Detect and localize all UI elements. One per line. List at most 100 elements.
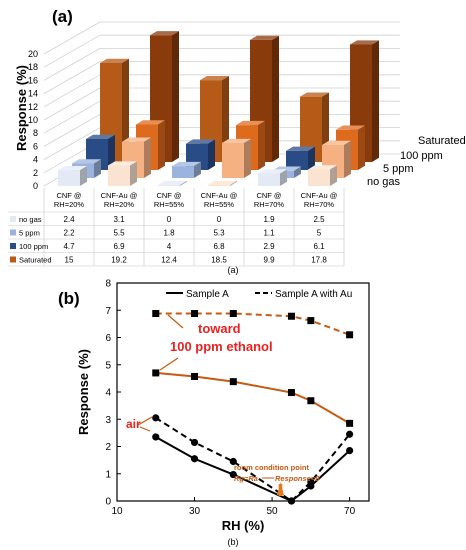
bar-top	[222, 138, 251, 144]
bar-top	[108, 161, 137, 166]
series-line	[155, 436, 351, 503]
panel-a-caption: (a)	[228, 265, 239, 275]
table-cell: 6.9	[113, 242, 125, 251]
y-tick-label: 2	[33, 168, 38, 178]
table-cell: 2.5	[313, 215, 325, 224]
bar-3d	[108, 161, 137, 186]
x-tick-label: 10	[111, 506, 123, 517]
y-tick-label: 3	[105, 415, 111, 426]
bar-3d	[86, 134, 115, 170]
bar-side	[208, 139, 215, 170]
table-cell: 5.3	[213, 229, 225, 238]
panel-a: (a) 0 2 4 6 8 10 12 14 16 18 20 Response (%) Satur…	[8, 7, 466, 275]
gridline-side	[43, 127, 101, 160]
bar-side	[372, 40, 379, 162]
bar-top	[186, 139, 215, 144]
table-cell: 2.4	[63, 215, 75, 224]
x-tick-label: 50	[267, 506, 279, 517]
table-cell: 19.2	[111, 256, 127, 265]
series-point	[190, 438, 199, 447]
series-point	[152, 414, 160, 422]
table-row-label: 100 ppm	[19, 242, 48, 251]
panel-b-caption: (b)	[228, 537, 239, 547]
row-label-no-gas: no gas	[367, 176, 401, 188]
table-cell: 1.1	[263, 229, 275, 238]
bar-side	[180, 180, 187, 186]
table-header: CNF-Au @	[201, 191, 238, 200]
table-legend-swatch	[10, 243, 16, 249]
bar-side	[172, 31, 179, 162]
table-header: CNF @	[56, 191, 81, 200]
bar-front	[286, 150, 308, 170]
bar-top	[86, 134, 115, 139]
bar-side	[108, 134, 115, 170]
bar-3d	[58, 165, 87, 186]
x-tick-label: 30	[189, 506, 201, 517]
y-tick-label: 18	[28, 62, 38, 72]
bar-front	[258, 173, 280, 186]
annotation-toward: toward	[198, 321, 241, 336]
y-tick-label: 0	[33, 181, 38, 191]
table-header: RH=70%	[254, 200, 285, 209]
y-tick-label: 16	[28, 75, 38, 85]
panel-a-y-axis-label: Response (%)	[14, 65, 29, 151]
table-cell: 4.7	[63, 242, 75, 251]
arrow-air	[137, 416, 153, 426]
series-point	[190, 455, 199, 463]
bar-3d	[258, 169, 287, 186]
series-point	[152, 433, 160, 441]
bar-top	[236, 120, 265, 126]
table-header: RH=20%	[54, 200, 85, 209]
bar-front	[158, 185, 180, 186]
bar-top	[322, 140, 351, 145]
panel-a-data-table: CNF @RH=20%CNF-Au @RH=20%CNF @RH=55%CNF-…	[8, 188, 345, 267]
table-legend-swatch	[10, 229, 16, 236]
series-point	[346, 331, 354, 339]
bar-top	[200, 75, 229, 81]
row-label-saturated: Saturated	[418, 135, 466, 147]
series-point	[287, 497, 296, 505]
series-point	[229, 457, 237, 466]
series-point	[229, 378, 237, 386]
series-point	[307, 317, 315, 325]
gridline-side	[43, 34, 101, 68]
table-cell: 12.4	[161, 256, 177, 265]
bar-top	[72, 159, 101, 164]
panel-a-row-labels: Saturated 100 ppm 5 ppm no gas	[367, 135, 466, 188]
series-line	[155, 312, 350, 336]
panel-b-y-axis-label: Response (%)	[76, 349, 91, 435]
table-cell: 3.1	[113, 215, 125, 224]
table-header: CNF-Au @	[301, 191, 338, 200]
series-point	[191, 372, 199, 380]
annotation-100ppm-ethanol: 100 ppm ethanol	[170, 339, 273, 354]
panel-b-x-axis-label: RH (%)	[222, 518, 265, 533]
y-tick-label: 8	[105, 279, 111, 290]
arrow-room-point-shaft	[278, 484, 283, 496]
bar-side	[158, 120, 165, 170]
table-header: CNF @	[156, 191, 181, 200]
bar-side	[130, 161, 137, 186]
panel-a-bars	[58, 31, 379, 186]
y-tick-label: 10	[28, 115, 38, 125]
y-tick-label: 5	[105, 360, 111, 371]
bar-front	[172, 166, 194, 178]
arrow-air-lower	[139, 426, 151, 432]
bar-side	[272, 35, 279, 163]
annotation-air: air	[126, 417, 141, 431]
y-tick-label: 6	[33, 141, 38, 151]
series-point	[287, 312, 295, 320]
panel-a-y-ticks: 0 2 4 6 8 10 12 14 16 18 20	[28, 49, 38, 191]
bar-3d	[308, 165, 337, 186]
table-header: RH=55%	[204, 200, 235, 209]
bar-side	[330, 165, 337, 186]
legend-label-sample-a: Sample A	[186, 289, 229, 300]
panel-b-series	[152, 310, 354, 505]
bar-side	[80, 165, 87, 186]
table-header: RH=55%	[154, 200, 185, 209]
series-line	[155, 371, 351, 425]
table-header: CNF-Au @	[101, 191, 138, 200]
bar-side	[122, 58, 129, 162]
series-point	[287, 389, 295, 397]
bar-side	[230, 180, 237, 186]
